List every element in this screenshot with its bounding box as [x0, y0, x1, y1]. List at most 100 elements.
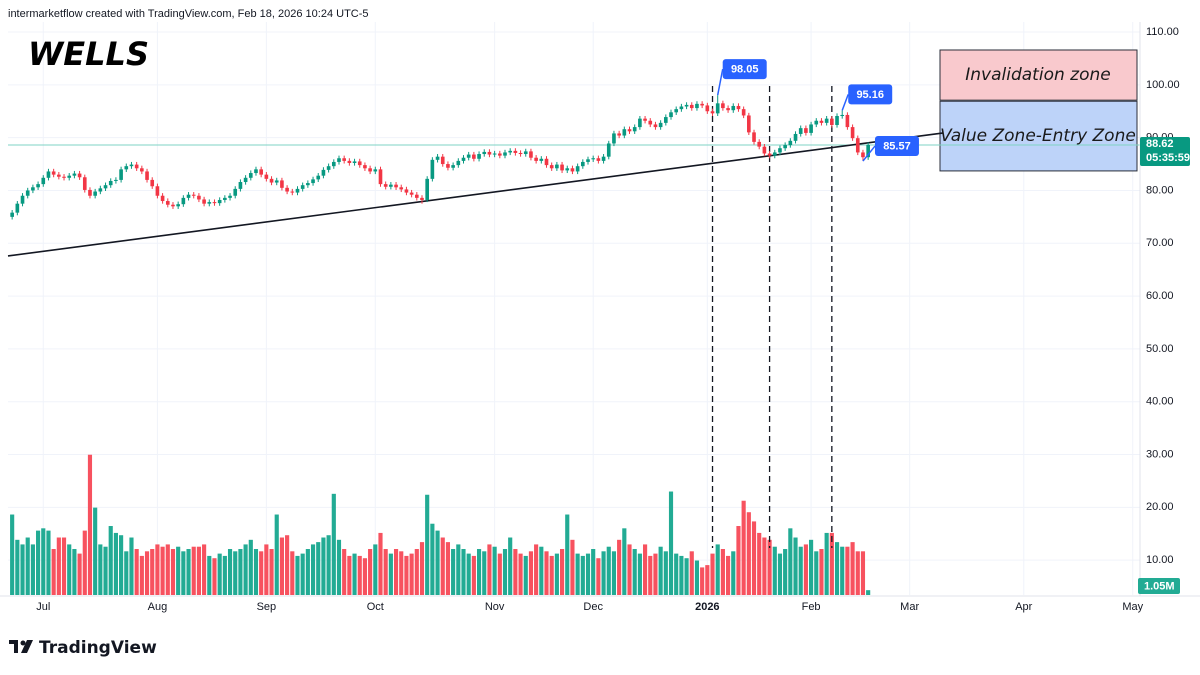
price-tag: [1140, 136, 1190, 166]
grid: [8, 22, 1140, 595]
volume-bar: [476, 549, 482, 595]
volume-bar: [523, 555, 528, 595]
callout-pointer: [841, 94, 849, 111]
volume-bar: [777, 553, 783, 595]
volume-bar: [674, 553, 679, 595]
candle-body: [539, 158, 544, 161]
candle-body: [570, 168, 575, 172]
volume-bar: [710, 553, 715, 595]
volume-bar: [331, 493, 336, 595]
volume-bar: [305, 549, 310, 595]
y-tick-label: 50.00: [1146, 343, 1174, 355]
volume-bar: [51, 549, 56, 595]
candle-body: [617, 133, 621, 136]
candle-body: [207, 202, 212, 204]
candle-body: [420, 197, 424, 200]
volume-bar: [663, 551, 668, 595]
volume-bar: [186, 549, 191, 595]
candle-body: [145, 171, 149, 180]
logo-shape: [20, 640, 26, 646]
volume-bar: [399, 551, 404, 595]
volume-bar: [435, 530, 440, 595]
volume-bar: [637, 553, 642, 595]
volume-bar: [741, 500, 746, 595]
candle-body: [767, 153, 772, 156]
overlays: Invalidation zone Value Zone-Entry Zone 98…: [716, 59, 1136, 162]
candle-body: [46, 171, 51, 178]
volume-bar: [471, 555, 476, 595]
candle-body: [638, 118, 642, 128]
volume-bar: [668, 491, 674, 595]
volume-bar: [316, 542, 321, 595]
volume-bar: [845, 546, 850, 595]
candle-body: [575, 166, 580, 172]
volume-bar: [134, 549, 139, 595]
candle-body: [88, 189, 92, 196]
candle-body: [62, 176, 66, 178]
candle-body: [378, 169, 383, 185]
volume-bar: [30, 544, 35, 595]
candle-body: [394, 184, 398, 188]
volume-bar: [67, 544, 72, 595]
volume-bar: [642, 544, 648, 595]
candle-body: [368, 168, 372, 172]
candle-body: [264, 174, 269, 179]
watermark: intermarketflow created with TradingView…: [8, 8, 369, 20]
candle-body: [793, 133, 798, 141]
candle-body: [326, 166, 331, 170]
candle-body: [855, 138, 860, 153]
candle-body: [389, 184, 393, 187]
volume-bar: [259, 551, 264, 595]
volume-bar: [601, 551, 606, 595]
candle-body: [643, 118, 647, 121]
candle-body: [523, 151, 528, 155]
candle-body: [409, 192, 414, 195]
candle-body: [93, 191, 97, 196]
candle-body: [586, 159, 590, 162]
volume-bar: [310, 544, 316, 595]
candle-body: [840, 114, 845, 117]
candle-body: [108, 180, 113, 186]
candle-body: [300, 185, 305, 189]
y-tick-label: 40.00: [1146, 396, 1174, 408]
x-tick-label: Dec: [583, 601, 603, 613]
candle-body: [165, 201, 170, 205]
candle-body: [373, 169, 378, 172]
volume-bar: [684, 558, 689, 595]
callout-pointer: [716, 69, 724, 96]
volume-bar: [98, 544, 103, 595]
candle-body: [778, 148, 782, 153]
callout-box: [848, 84, 893, 105]
volume-bar: [497, 553, 502, 595]
volume-bar: [227, 549, 233, 595]
candle-body: [435, 156, 440, 160]
volume-bar: [715, 544, 720, 595]
volume-bar: [648, 555, 653, 595]
volume-bar: [362, 558, 368, 595]
volume-bar: [207, 555, 212, 595]
candle-body: [695, 103, 699, 109]
candle-body: [835, 116, 839, 125]
candle-body: [140, 168, 144, 172]
volume-bar: [720, 549, 725, 595]
axes: 10.00 20.00 30.00 40.00 50.00 60.00 70.00 80.00…: [0, 22, 1200, 613]
volume-bar: [87, 454, 93, 595]
volume-bar: [336, 539, 342, 595]
candle-body: [160, 195, 165, 202]
volume-bar: [513, 549, 518, 595]
candle-body: [674, 109, 679, 113]
volume-bar: [611, 551, 617, 595]
volume-bar: [793, 537, 798, 595]
candle-body: [664, 117, 668, 123]
candle-body: [31, 187, 35, 191]
volume-bar: [144, 551, 150, 595]
brand-name: TradingView: [39, 638, 157, 658]
candle-body: [269, 178, 274, 183]
volume-bar: [269, 549, 274, 595]
volume-bar: [202, 544, 207, 595]
candle-body: [482, 151, 487, 155]
candle-body: [357, 161, 362, 166]
x-tick-label: Sep: [257, 601, 277, 613]
candle-body: [20, 195, 25, 204]
volume-bar: [632, 549, 637, 595]
